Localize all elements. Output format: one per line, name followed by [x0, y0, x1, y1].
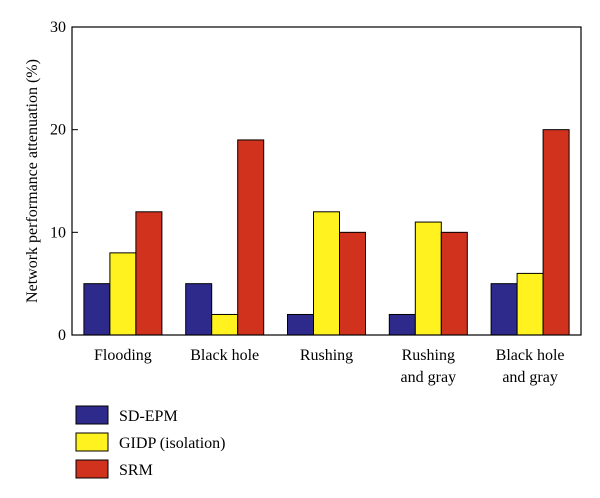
- bar-gidp-isolation-0: [109, 252, 137, 336]
- bar-sd-epm-4: [490, 283, 518, 336]
- y-tick-label: 30: [50, 19, 66, 36]
- bar-srm-4: [542, 129, 570, 336]
- legend-label-gidp-isolation: GIDP (isolation): [119, 435, 226, 452]
- bar-sd-epm-0: [83, 283, 111, 336]
- y-tick-label: 20: [50, 122, 66, 139]
- bar-gidp-isolation-4: [516, 272, 544, 336]
- legend-swatch-gidp-isolation: [75, 432, 109, 452]
- bar-sd-epm-2: [287, 313, 314, 336]
- y-axis-title: Network performance attenuation (%): [24, 59, 41, 303]
- legend-label-srm: SRM: [119, 462, 153, 479]
- bar-gidp-isolation-1: [211, 313, 239, 336]
- x-category-label: Flooding: [94, 347, 152, 364]
- legend-swatch-sd-epm: [75, 405, 109, 425]
- bar-sd-epm-1: [185, 283, 213, 336]
- bar-srm-1: [237, 139, 265, 336]
- bar-gidp-isolation-3: [414, 221, 442, 336]
- x-category-label: Rushing: [300, 347, 353, 364]
- y-tick-label: 10: [50, 224, 66, 241]
- plot-area: [83, 129, 570, 336]
- bar-srm-3: [440, 231, 468, 336]
- bar-sd-epm-3: [388, 313, 416, 336]
- bar-srm-2: [339, 231, 366, 336]
- legend-swatch-srm: [75, 459, 109, 479]
- x-category-label: Black hole and gray: [496, 347, 565, 386]
- x-category-label: Black hole: [190, 347, 259, 364]
- y-tick-label: 0: [58, 327, 66, 344]
- bar-srm-0: [135, 211, 163, 336]
- x-category-label: Rushing and gray: [401, 347, 457, 386]
- legend: SD-EPM GIDP (isolation) SRM: [75, 405, 226, 479]
- bar-gidp-isolation-2: [313, 211, 340, 336]
- plot-frame: [71, 26, 582, 336]
- legend-label-sd-epm: SD-EPM: [119, 408, 178, 425]
- axes: 0 10 20 30 Network performance attenuation (…: [24, 19, 582, 386]
